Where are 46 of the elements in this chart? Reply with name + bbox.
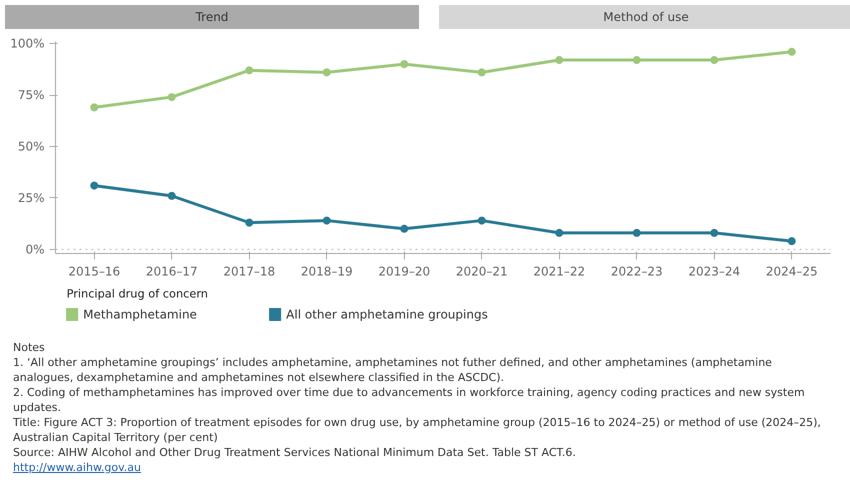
x-tick-label: 2015–16 [68, 264, 120, 278]
y-tick-label: 50% [18, 139, 44, 154]
legend-label: All other amphetamine groupings [286, 308, 488, 322]
y-tick-label: 100% [10, 36, 45, 51]
point [555, 228, 564, 237]
y-tick-label: 25% [18, 190, 44, 205]
point [400, 60, 408, 68]
legend-title: Principal drug of concern [66, 286, 208, 300]
source-note: Source: AIHW Alcohol and Other Drug Treatment Services National Minimum Data Set. Table ST ACT.6. [13, 445, 577, 460]
x-tick-label: 2017–18 [223, 264, 276, 278]
point [245, 66, 254, 74]
x-tick-label: 2023–24 [688, 264, 740, 278]
x-tick-label: 2022–23 [610, 264, 663, 278]
x-tick-label: 2019–20 [378, 264, 430, 278]
point [478, 216, 486, 225]
text: Method of use [603, 9, 689, 26]
y-tick-label: 0% [25, 242, 45, 256]
x-tick-label: 2021–22 [533, 264, 586, 278]
point [788, 237, 796, 246]
point [478, 68, 486, 76]
point [555, 56, 564, 64]
point [710, 228, 718, 237]
point [400, 224, 408, 233]
y-tick-label: 75% [18, 88, 44, 102]
text: 1. ‘All other amphetamine groupings’ includes amphetamine, amphetamines not futher defined, and other amphetamines (amphetamine analogues, dexamphetamine and amphetamines not elsewhere classified in the ASCDC). [13, 355, 773, 385]
text: 2. Coding of methamphetamines has improved over time due to advancements in workforce training, agency coding practices and new system updates. [13, 385, 806, 415]
x-tick-label: 2024–25 [766, 264, 818, 278]
point [168, 192, 176, 200]
point [90, 182, 98, 190]
point [632, 56, 641, 64]
point [168, 93, 176, 102]
text: Notes [13, 340, 46, 355]
text: Title: Figure ACT 3: Proportion of treatment episodes for own drug use, by amphetamine group (2015–16 to 2024–25) or method of use (2024–25), Australian Capital Territory (per cent) [13, 415, 822, 445]
legend-label: Methamphetamine [83, 308, 197, 322]
x-tick-label: 2018–19 [300, 264, 353, 278]
point [710, 56, 718, 64]
point [322, 68, 331, 76]
text: Trend [196, 9, 228, 26]
point [632, 228, 641, 237]
x-tick-label: 2020–21 [456, 264, 508, 278]
point [90, 103, 98, 112]
point [788, 48, 796, 56]
x-tick-label: 2016–17 [146, 264, 198, 278]
text: http://www.aihw.gov.au [13, 461, 142, 474]
point [245, 218, 254, 227]
point [322, 216, 331, 225]
